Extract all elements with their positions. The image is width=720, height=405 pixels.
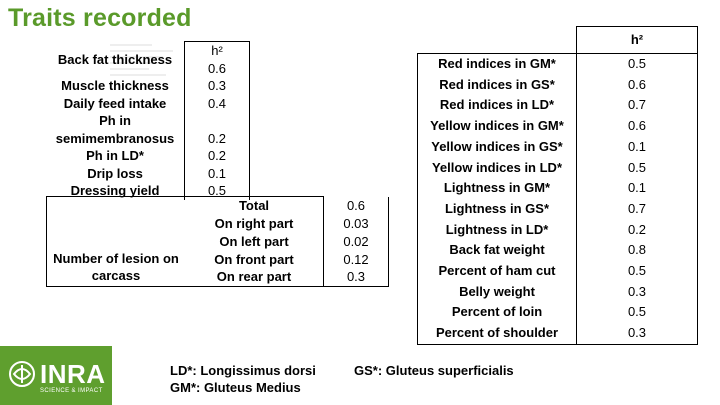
- inra-logo-icon: [9, 361, 35, 387]
- right-table-header-h2: h²: [576, 26, 698, 54]
- trait-value: 0.1: [184, 164, 250, 182]
- lesion-label: On front part: [185, 250, 324, 269]
- trait-label: Drip loss: [87, 165, 143, 181]
- note-gs: GS*: Gluteus superficialis: [354, 363, 514, 378]
- lesion-label: Total: [185, 195, 324, 215]
- left-table-header-h2: h² 0.6: [184, 41, 250, 77]
- trait-label: Belly weight: [417, 281, 577, 303]
- lesion-value: 0.02: [323, 232, 389, 251]
- trait-value: 0.5: [184, 182, 250, 200]
- trait-label: Yellow indices in LD*: [417, 157, 577, 179]
- trait-value: 0.3: [184, 77, 250, 95]
- trait-label: Lightness in LD*: [417, 219, 577, 241]
- trait-label: Yellow indices in GS*: [417, 136, 577, 158]
- trait-value: 0.7: [576, 95, 698, 117]
- trait-label: Red indices in LD*: [417, 95, 577, 117]
- trait-value: 0.3: [576, 281, 698, 303]
- trait-label: Yellow indices in GM*: [417, 116, 577, 137]
- lesion-label: On rear part: [185, 268, 324, 288]
- abbreviation-notes: LD*: Longissimus dorsi GM*: Gluteus Medi…: [170, 362, 316, 396]
- trait-label: Back fat weight: [417, 240, 577, 262]
- trait-value: 0.8: [576, 240, 698, 262]
- trait-label: Red indices in GS*: [417, 74, 577, 96]
- lesion-value: 0.03: [323, 214, 389, 233]
- inra-logo: INRA SCIENCE & IMPACT: [0, 346, 112, 405]
- note-ld: LD*: Longissimus dorsi: [170, 363, 316, 378]
- trait-value: 0.5: [576, 302, 698, 324]
- lesion-value: 0.12: [323, 250, 389, 269]
- trait-label: Back fat thickness: [57, 51, 173, 67]
- trait-value: 0.7: [576, 198, 698, 220]
- lesion-label: On right part: [185, 214, 324, 233]
- trait-value: 0.2: [184, 147, 250, 165]
- trait-value: 0.4: [184, 94, 250, 112]
- slide-title: Traits recorded: [8, 4, 192, 32]
- trait-value: 0.2: [576, 219, 698, 241]
- trait-label: semimembranosus: [55, 130, 175, 146]
- decorative-lines: [110, 44, 180, 92]
- trait-label: Daily feed intake: [63, 95, 167, 111]
- right-traits-table: h² Red indices in GM* 0.5 Red indices in …: [417, 26, 698, 345]
- trait-value: 0.2: [184, 129, 250, 147]
- lesion-value: 0.6: [323, 196, 389, 215]
- lesion-group-label: Number of lesion on carcass: [46, 196, 185, 287]
- trait-value: 0.5: [576, 52, 698, 75]
- trait-label: Red indices in GM*: [417, 52, 577, 75]
- trait-label: Lightness in GS*: [417, 198, 577, 220]
- lesion-value: 0.3: [323, 268, 389, 288]
- page-number: 013: [679, 362, 706, 379]
- left-traits-table: h² 0.6 Back fat thickness Muscle thickne…: [46, 41, 250, 200]
- trait-value: 0.6: [576, 74, 698, 96]
- trait-value: 0.3: [576, 323, 698, 345]
- trait-label: Lightness in GM*: [417, 178, 577, 199]
- lesion-group-table: Number of lesion on carcass Total 0.6 On…: [46, 195, 389, 288]
- lesion-label: On left part: [185, 232, 324, 251]
- trait-label: Ph in LD*: [86, 148, 144, 163]
- logo-text: INRA: [40, 359, 106, 389]
- trait-label: Muscle thickness: [61, 78, 169, 93]
- trait-value: 0.1: [576, 178, 698, 199]
- trait-value: 0.5: [576, 261, 698, 282]
- trait-label: Dressing yield: [70, 183, 160, 198]
- slide-footer: INRA SCIENCE & IMPACT LD*: Longissimus d…: [0, 346, 720, 405]
- note-gm: GM*: Gluteus Medius: [170, 380, 301, 395]
- trait-label: Ph in: [99, 113, 131, 128]
- trait-label: Percent of loin: [417, 302, 577, 324]
- trait-value: 0.1: [576, 136, 698, 158]
- trait-value: 0.5: [576, 157, 698, 179]
- logo-subtitle: SCIENCE & IMPACT: [40, 388, 103, 394]
- trait-value: 0.6: [576, 116, 698, 137]
- trait-value: [184, 112, 250, 130]
- trait-label: Percent of ham cut: [417, 261, 577, 282]
- trait-label: Percent of shoulder: [417, 323, 577, 345]
